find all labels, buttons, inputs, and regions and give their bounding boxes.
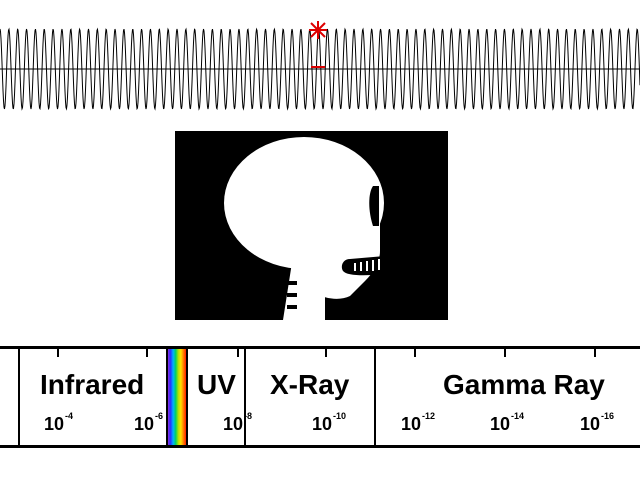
spectrum-divider xyxy=(18,349,20,445)
visible-light-band xyxy=(166,349,188,445)
tick-label: 10-12 xyxy=(401,411,436,434)
tick-mark xyxy=(237,349,239,357)
tick-mark xyxy=(504,349,506,357)
tick-mark xyxy=(414,349,416,357)
region-label-gamma-ray: Gamma Ray xyxy=(443,369,605,400)
tick-label: 10-10 xyxy=(312,411,347,434)
tick-mark xyxy=(146,349,148,357)
region-label-uv: UV xyxy=(197,369,236,400)
spectrum-divider xyxy=(374,349,376,445)
skull-icon xyxy=(224,137,385,320)
region-label-xray: X-Ray xyxy=(270,369,350,400)
tick-label: 10-16 xyxy=(580,411,615,434)
xray-image xyxy=(175,131,448,320)
tick-label: 10-6 xyxy=(134,411,164,434)
tick-label: 10-14 xyxy=(490,411,525,434)
spectrum-bar: Infrared UV X-Ray Gamma Ray 10-4 10-6 10… xyxy=(0,346,640,448)
spectrum-divider xyxy=(244,349,246,445)
tick-label: 10-4 xyxy=(44,411,74,434)
tick-mark xyxy=(594,349,596,357)
tick-mark xyxy=(325,349,327,357)
wave-marker[interactable] xyxy=(309,21,327,68)
wave-display xyxy=(0,21,640,111)
wave-line xyxy=(0,27,640,111)
tick-mark xyxy=(57,349,59,357)
region-label-infrared: Infrared xyxy=(40,369,145,400)
tick-label: 10-8 xyxy=(223,411,253,434)
